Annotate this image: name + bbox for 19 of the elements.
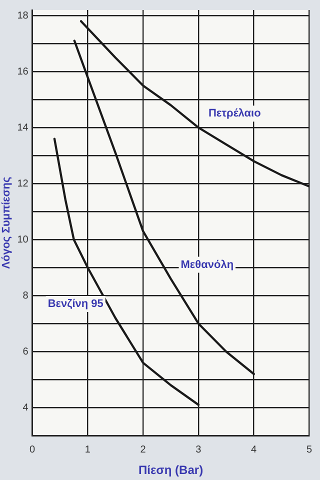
y-axis-title: Λόγος Συμπίεσης xyxy=(0,176,13,269)
x-tick-label: 3 xyxy=(196,444,202,456)
x-tick-label: 5 xyxy=(306,444,312,456)
y-tick-label: 14 xyxy=(17,122,29,134)
y-tick-label: 18 xyxy=(17,10,29,22)
series-label: Μεθανόλη xyxy=(180,258,234,271)
x-tick-label: 4 xyxy=(251,444,258,456)
x-tick-label: 1 xyxy=(84,444,91,456)
x-axis-title: Πίεση (Bar) xyxy=(138,463,204,478)
y-tick-label: 10 xyxy=(17,234,29,246)
y-tick-label: 6 xyxy=(22,346,29,358)
y-tick-label: 4 xyxy=(22,402,29,414)
y-tick-label: 16 xyxy=(17,66,29,78)
x-tick-label: 2 xyxy=(140,444,146,456)
y-tick-label: 12 xyxy=(17,178,29,190)
x-tick-label: 0 xyxy=(30,444,36,456)
series-label: Βενζίνη 95 xyxy=(48,298,104,310)
series-label: Πετρέλαιο xyxy=(208,108,262,120)
y-tick-label: 8 xyxy=(22,290,29,302)
